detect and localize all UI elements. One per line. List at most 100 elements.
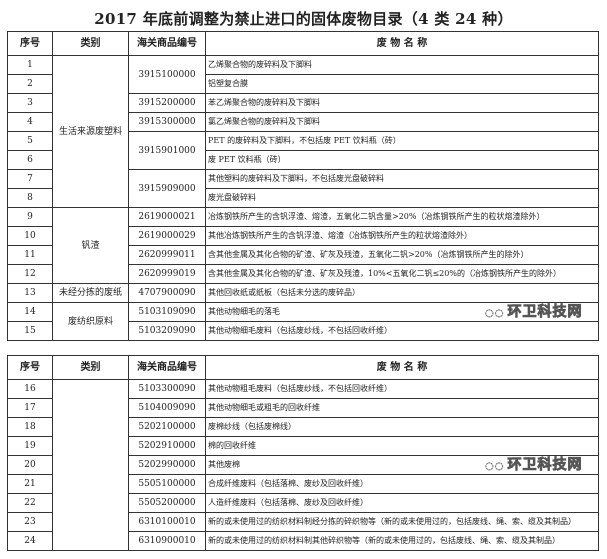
row-code: 6310900010 xyxy=(128,531,206,551)
row-code: 5103300090 xyxy=(128,379,206,399)
row-seq: 12 xyxy=(7,264,53,284)
row-waste-name: 其他冶炼钢铁所产生的含钒浮渣、熔渣（冶炼钢铁所产生的粒状熔渣除外） xyxy=(205,226,599,246)
row-waste-name: 棉的回收纤维 xyxy=(205,436,599,456)
row-waste-name: 其他动物细毛废料（包括废纱线，不包括回收纤维） xyxy=(205,321,599,341)
table-row: 4 3915300000 氯乙烯聚合物的废碎料及下脚料 xyxy=(7,112,599,132)
row-code: 4707900090 xyxy=(128,283,206,303)
row-waste-name: 人造纤维废料（包括落棉、废纱及回收纤维） xyxy=(205,493,599,513)
row-seq: 15 xyxy=(7,321,53,341)
row-code: 5202990000 xyxy=(128,455,206,475)
row-seq: 4 xyxy=(7,112,53,132)
row-waste-name: 铝塑复合膜 xyxy=(205,74,599,94)
row-code: 3915300000 xyxy=(128,112,206,132)
row-seq: 19 xyxy=(7,436,53,456)
row-category: 废纺织原料 xyxy=(52,302,129,341)
row-seq: 11 xyxy=(7,245,53,265)
row-code: 3915200000 xyxy=(128,93,206,113)
table-row: 14 废纺织原料 5103109090 其他动物细毛的落毛 xyxy=(7,302,599,341)
row-code: 3915901000 xyxy=(128,131,206,170)
header-seq: 序号 xyxy=(7,31,53,56)
table-row: 23 6310100010 新的或未使用过的纺织材料制经分拣的碎织物等（新的或未使用… xyxy=(7,512,599,532)
row-seq: 10 xyxy=(7,226,53,246)
row-seq: 5 xyxy=(7,131,53,151)
row-code: 5202910000 xyxy=(128,436,206,456)
header-name: 废 物 名 称 xyxy=(205,31,599,56)
row-category: 未经分拣的废纸 xyxy=(52,283,129,303)
header-category: 类别 xyxy=(52,31,129,56)
table-row: 22 5505200000 人造纤维废料（包括落棉、废纱及回收纤维） xyxy=(7,493,599,513)
watermark: ◌◌ 环卫科技网 xyxy=(485,457,583,474)
row-seq: 22 xyxy=(7,493,53,513)
row-code: 3915909000 xyxy=(128,169,206,208)
table-row: 1 生活来源废塑料 3915100000 乙烯聚合物的废碎料及下脚料 xyxy=(7,55,599,208)
row-seq: 6 xyxy=(7,150,53,170)
row-waste-name: 废光盘破碎料 xyxy=(205,188,599,208)
row-code: 2619000021 xyxy=(128,207,206,227)
row-seq: 8 xyxy=(7,188,53,208)
row-seq: 1 xyxy=(7,55,53,75)
wechat-icon: ◌◌ xyxy=(485,461,505,473)
row-waste-name: 其他动物细毛或粗毛的回收纤维 xyxy=(205,398,599,418)
row-code: 2620999011 xyxy=(128,245,206,265)
table-row: 17 5104009090 其他动物细毛或粗毛的回收纤维 xyxy=(7,398,599,418)
row-seq: 23 xyxy=(7,512,53,532)
table-row: 5 3915901000 PET 的废碎料及下脚料，不包括废 PET 饮料瓶（砖） xyxy=(7,131,599,170)
table-row: 24 6310900010 新的或未使用过的纺织材料制其他碎织物等（新的或未使用过的… xyxy=(7,531,599,551)
table-row: 3 3915200000 苯乙烯聚合物的废碎料及下脚料 xyxy=(7,93,599,113)
header-code: 海关商品编号 xyxy=(128,355,206,380)
row-seq: 16 xyxy=(7,379,53,399)
header-code: 海关商品编号 xyxy=(128,31,206,56)
row-code: 5202100000 xyxy=(128,417,206,437)
document-title: 2017 年底前调整为禁止进口的固体废物目录（4 类 24 种） xyxy=(94,10,513,28)
table-row: 16 5103300090 其他动物粗毛废料（包括废纱线，不包括回收纤维） xyxy=(7,379,599,551)
row-code: 2620999019 xyxy=(128,264,206,284)
header-category: 类别 xyxy=(52,355,129,380)
table-row: 15 5103209090 其他动物细毛废料（包括废纱线，不包括回收纤维） xyxy=(7,321,599,341)
row-waste-name: 其他回收纸或纸板（包括未分选的废碎品） xyxy=(205,283,599,303)
table-header-row: 序号 类别 海关商品编号 废 物 名 称 xyxy=(7,31,599,56)
row-seq: 24 xyxy=(7,531,53,551)
table-row: 13 未经分拣的废纸 4707900090 其他回收纸或纸板（包括未分选的废碎品） xyxy=(7,283,599,303)
row-waste-name: 其他动物粗毛废料（包括废纱线，不包括回收纤维） xyxy=(205,379,599,399)
table-row: 20 5202990000 其他废棉 xyxy=(7,455,599,475)
row-waste-name: 其他塑料的废碎料及下脚料，不包括废光盘破碎料 xyxy=(205,169,599,189)
row-code: 5104009090 xyxy=(128,398,206,418)
table-row: 11 2620999011 含其他金属及其化合物的矿渣、矿灰及残渣，五氧化二钒>20… xyxy=(7,245,599,265)
row-waste-name: 冶炼钢铁所产生的含钒浮渣、熔渣，五氧化二钒含量>20%（冶炼钢铁所产生的粒状熔渣… xyxy=(205,207,599,227)
row-waste-name: 新的或未使用过的纺织材料制经分拣的碎织物等（新的或未使用过的，包括废线、绳、索、… xyxy=(205,512,599,532)
waste-table-part-1: 序号 类别 海关商品编号 废 物 名 称 1 生活来源废塑料 3915100000 乙… xyxy=(7,31,599,341)
row-seq: 18 xyxy=(7,417,53,437)
row-code: 5505100000 xyxy=(128,474,206,494)
row-seq: 13 xyxy=(7,283,53,303)
row-seq: 17 xyxy=(7,398,53,418)
waste-table-part-2: 序号 类别 海关商品编号 废 物 名 称 16 5103300090 其他动物粗毛废… xyxy=(7,355,599,551)
wechat-icon: ◌◌ xyxy=(485,308,505,320)
row-waste-name: 废 PET 饮料瓶（砖） xyxy=(205,150,599,170)
row-category: 生活来源废塑料 xyxy=(52,55,129,208)
row-code: 5103109090 xyxy=(128,302,206,322)
row-waste-name: 含其他金属及其化合物的矿渣、矿灰及残渣，10%<五氧化二钒≤20%的（冶炼钢铁所… xyxy=(205,264,599,284)
row-code: 5505200000 xyxy=(128,493,206,513)
table-header-row: 序号 类别 海关商品编号 废 物 名 称 xyxy=(7,355,599,380)
row-category xyxy=(52,379,129,551)
row-category: 钒渣 xyxy=(52,207,129,284)
row-code: 6310100010 xyxy=(128,512,206,532)
row-waste-name: 氯乙烯聚合物的废碎料及下脚料 xyxy=(205,112,599,132)
row-waste-name: 乙烯聚合物的废碎料及下脚料 xyxy=(205,55,599,75)
row-seq: 2 xyxy=(7,74,53,94)
row-seq: 9 xyxy=(7,207,53,227)
table-row: 19 5202910000 棉的回收纤维 xyxy=(7,436,599,456)
header-seq: 序号 xyxy=(7,355,53,380)
row-code: 2619000029 xyxy=(128,226,206,246)
row-waste-name: 含其他金属及其化合物的矿渣、矿灰及残渣，五氧化二钒>20%（冶炼钢铁所产生的除外… xyxy=(205,245,599,265)
row-seq: 7 xyxy=(7,169,53,189)
row-code: 5103209090 xyxy=(128,321,206,341)
row-waste-name: 新的或未使用过的纺织材料制其他碎织物等（新的或未使用过的，包括废线、绳、索、缆及… xyxy=(205,531,599,551)
watermark: ◌◌ 环卫科技网 xyxy=(485,304,583,321)
table-row: 9 钒渣 2619000021 冶炼钢铁所产生的含钒浮渣、熔渣，五氧化二钒含量>20%… xyxy=(7,207,599,284)
row-waste-name: PET 的废碎料及下脚料，不包括废 PET 饮料瓶（砖） xyxy=(205,131,599,151)
row-waste-name: 苯乙烯聚合物的废碎料及下脚料 xyxy=(205,93,599,113)
row-seq: 20 xyxy=(7,455,53,475)
header-name: 废 物 名 称 xyxy=(205,355,599,380)
row-waste-name: 合成纤维废料（包括落棉、废纱及回收纤维） xyxy=(205,474,599,494)
